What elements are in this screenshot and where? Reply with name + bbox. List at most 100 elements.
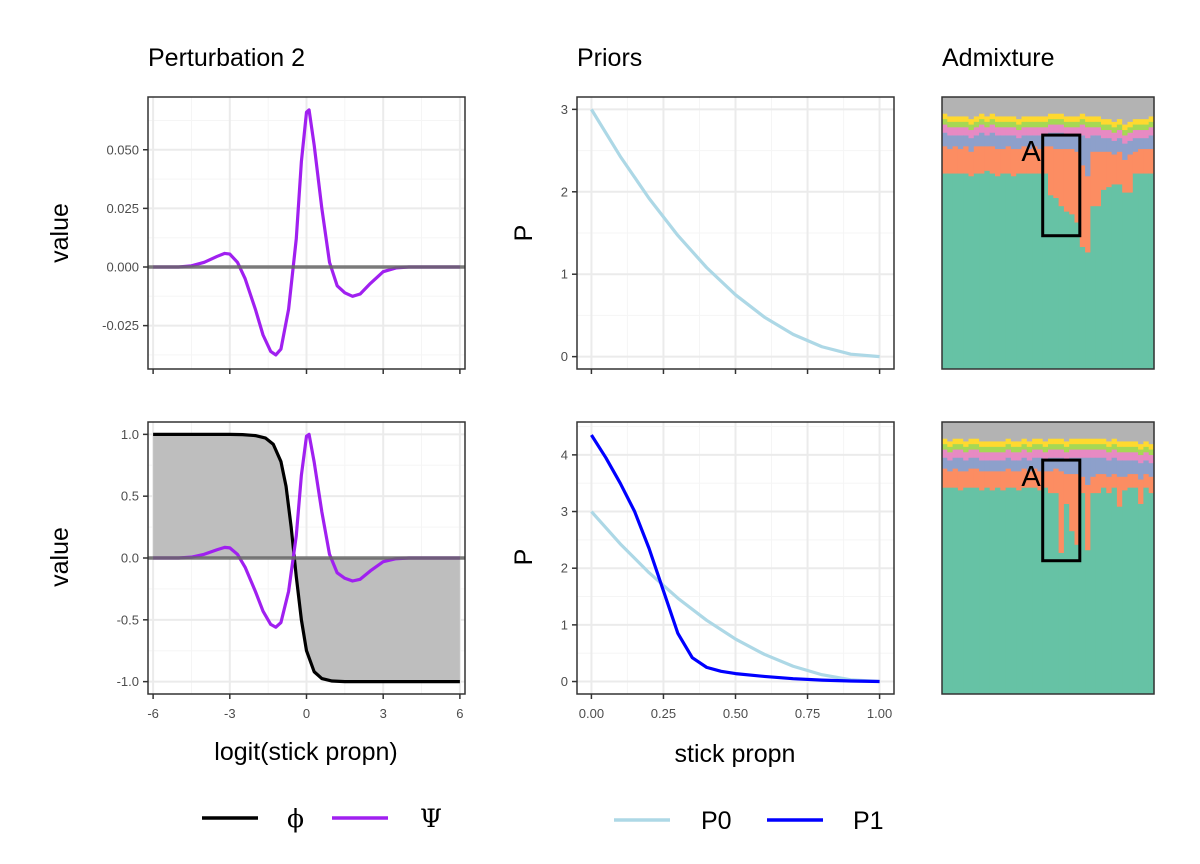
admix-bar-blue (1111, 140, 1118, 155)
admix-bar-lime (1143, 446, 1150, 453)
admix-bar-blue (1074, 135, 1081, 152)
admix-bar-blue (1085, 137, 1091, 177)
admix-bar-orange (1010, 470, 1017, 488)
admix-bar-blue (984, 460, 991, 472)
admix-bar-gray (1143, 422, 1150, 442)
admix-bar-orange (947, 148, 954, 174)
admix-bar-lime (1090, 443, 1097, 450)
admix-bar-yellow (1127, 121, 1134, 128)
admix-bar-gray (1143, 97, 1150, 120)
y-tick-label: 0.025 (106, 201, 139, 216)
admix-bar-gray (1053, 97, 1060, 114)
admix-bar-green (1111, 184, 1118, 370)
admix-bar-orange (984, 470, 991, 488)
admix-bar-yellow (1032, 116, 1038, 122)
admix-bar-pink (1132, 129, 1139, 139)
admix-bar-lime (1095, 121, 1102, 128)
admix-bar-yellow (1122, 441, 1129, 447)
admix-bar-gray (1063, 97, 1070, 117)
admix-bar-blue (1069, 135, 1076, 150)
admix-bar-yellow (1138, 118, 1144, 125)
admix-bar-blue (973, 135, 980, 147)
admix-bar-pink (1053, 449, 1060, 458)
admix-bar-yellow (1143, 441, 1150, 447)
admix-bar-gray (1122, 422, 1129, 442)
x-tick-label: 0.75 (795, 706, 820, 721)
admix-bar-orange (1026, 148, 1033, 174)
admix-bar-yellow (1010, 116, 1017, 122)
admix-bar-yellow (1095, 116, 1102, 122)
admix-bar-blue (1079, 135, 1086, 166)
admix-bar-gray (1085, 422, 1091, 439)
admix-bar-blue (1048, 457, 1054, 472)
admix-bar-gray (1116, 97, 1123, 120)
admix-bar-green (1037, 490, 1044, 695)
admix-bar-orange (1127, 473, 1134, 488)
admix-bar-gray (1005, 97, 1012, 117)
admix-bar-green (1148, 173, 1155, 370)
admix-bar-green (1063, 211, 1070, 370)
admix-bar-pink (1010, 451, 1017, 461)
admix-bar-blue (1026, 135, 1033, 150)
admix-bar-blue (995, 460, 1001, 472)
admix-bar-gray (947, 97, 954, 117)
admix-bar-yellow (1127, 441, 1134, 447)
admix-bar-orange (1037, 470, 1044, 491)
highlight-box (1041, 458, 1082, 563)
admix-bar-blue (979, 460, 985, 472)
y-tick-label: -1.0 (117, 674, 139, 689)
admix-bar-orange (1106, 151, 1113, 188)
x-tick-label: 0 (303, 706, 310, 721)
admix-bar-orange (995, 470, 1001, 488)
admix-bar-orange (1074, 473, 1081, 545)
admix-bar-lime (1063, 446, 1070, 453)
admix-bar-orange (1042, 145, 1049, 174)
admix-bar-green (1032, 173, 1038, 370)
admix-bar-gray (1037, 422, 1044, 439)
admix-bar-pink (979, 124, 985, 133)
admix-bar-gray (1021, 422, 1028, 439)
admix-bar-pink (1148, 126, 1155, 136)
admix-bar-lime (1101, 443, 1107, 450)
admix-bar-pink (1132, 451, 1139, 461)
admix-bar-lime (1058, 118, 1065, 125)
admix-bar-green (1053, 197, 1060, 370)
admix-bar-yellow (1148, 443, 1155, 450)
admix-bar-yellow (1053, 113, 1060, 120)
admix-bar-pink (979, 451, 985, 461)
admix-bar-gray (1132, 97, 1139, 120)
admix-bar-green (1058, 552, 1065, 695)
admix-bar-lime (952, 443, 959, 450)
admix-bar-orange (1111, 473, 1118, 488)
admix-bar-yellow (1116, 441, 1123, 447)
admix-bar-blue (1111, 457, 1118, 475)
admix-bar-lime (1111, 126, 1118, 133)
admix-bar-green (1127, 487, 1134, 695)
admix-bar-green (1143, 173, 1150, 370)
admix-bar-blue (1090, 457, 1097, 477)
admix-bar-orange (1116, 476, 1123, 507)
admix-bar-blue (1063, 460, 1070, 475)
admix-bar-gray (1032, 422, 1038, 439)
admix-bar-yellow (942, 438, 948, 445)
admix-bar-gray (995, 97, 1001, 117)
admix-bar-blue (1042, 135, 1049, 147)
admix-bar-lime (1106, 446, 1113, 453)
legend-label-psi: Ψ (420, 804, 442, 833)
admix-bar-pink (1090, 126, 1097, 136)
highlight-box-label: A (1021, 461, 1041, 493)
admix-bar-gray (1000, 97, 1007, 117)
admix-bar-orange (963, 470, 970, 488)
admix-bar-gray (1106, 97, 1113, 120)
admix-bar-pink (1090, 449, 1097, 458)
admix-bar-pink (1111, 449, 1118, 458)
admix-bar-green (942, 487, 948, 695)
admix-bar-pink (1148, 454, 1155, 464)
admix-bar-gray (1026, 422, 1033, 442)
admix-bar-blue (963, 135, 970, 147)
admix-bar-orange (984, 145, 991, 171)
admix-bar-pink (989, 124, 996, 133)
admix-bar-green (989, 490, 996, 695)
admix-bar-orange (973, 468, 980, 488)
admix-bar-yellow (1085, 116, 1091, 122)
